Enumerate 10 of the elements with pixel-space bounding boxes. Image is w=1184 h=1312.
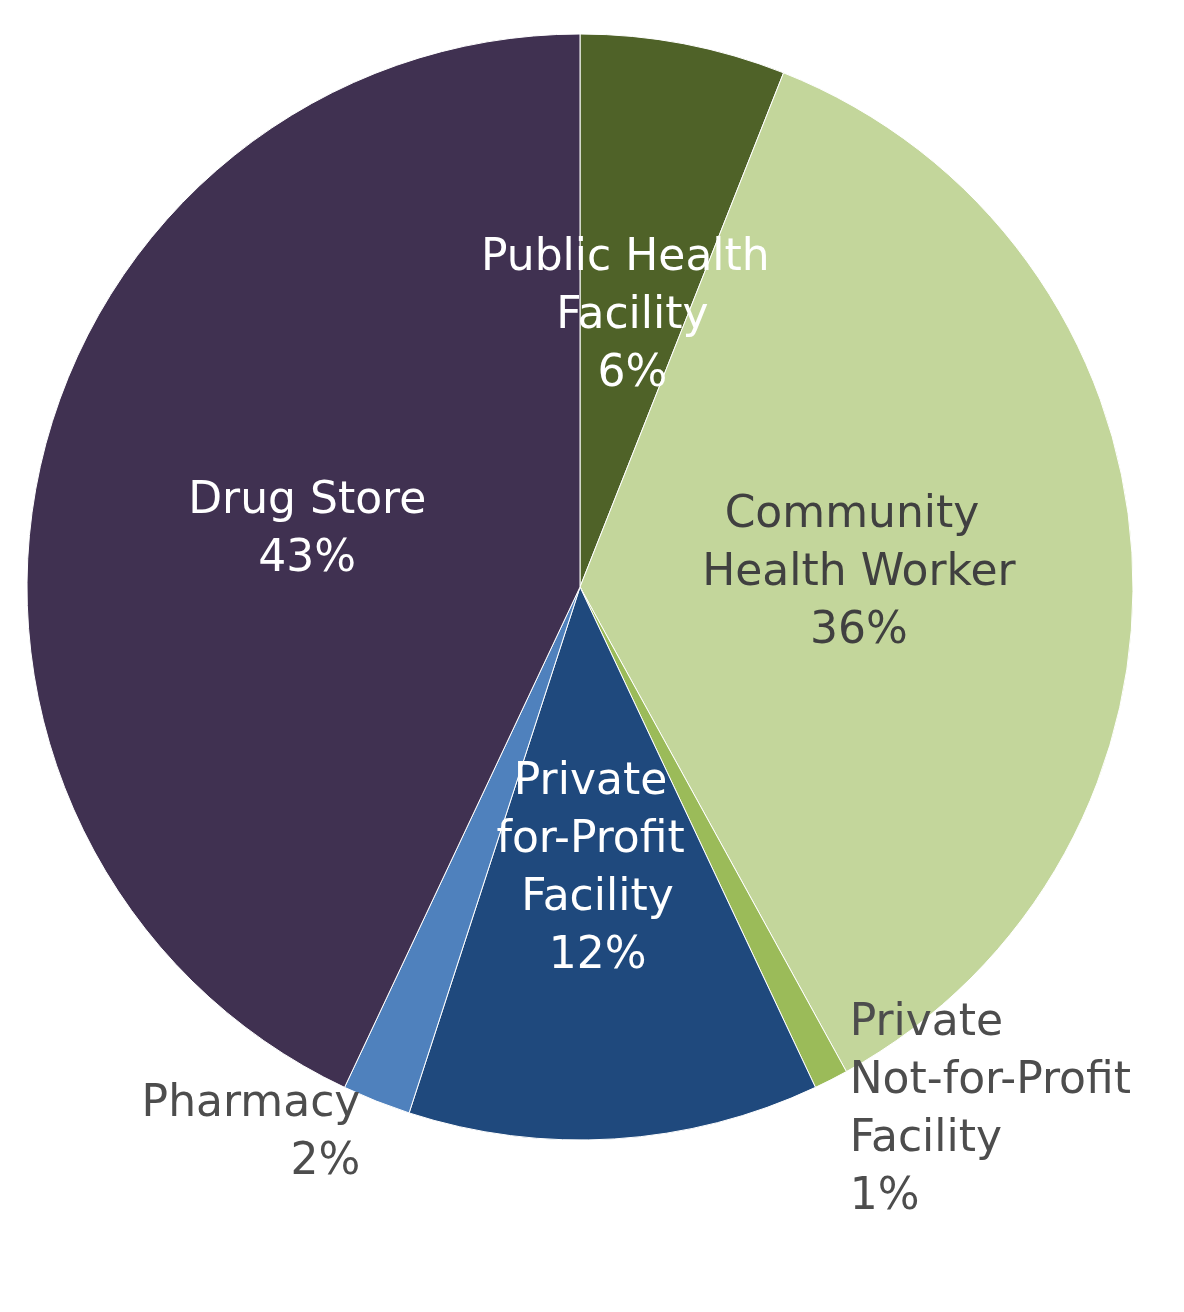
data-label: 36% [810,601,908,653]
data-label: 1% [849,1167,920,1219]
slice-label: Pharmacy [141,1074,361,1126]
data-label: 43% [258,529,357,581]
slice-label: Private for-Profit Facility [496,753,699,921]
data-label: 6% [597,344,668,396]
slice-label: Community Health Worker [702,485,1017,595]
slice-label: Drug Store [188,471,427,523]
data-label: 12% [548,927,647,979]
data-label: 2% [290,1132,361,1184]
